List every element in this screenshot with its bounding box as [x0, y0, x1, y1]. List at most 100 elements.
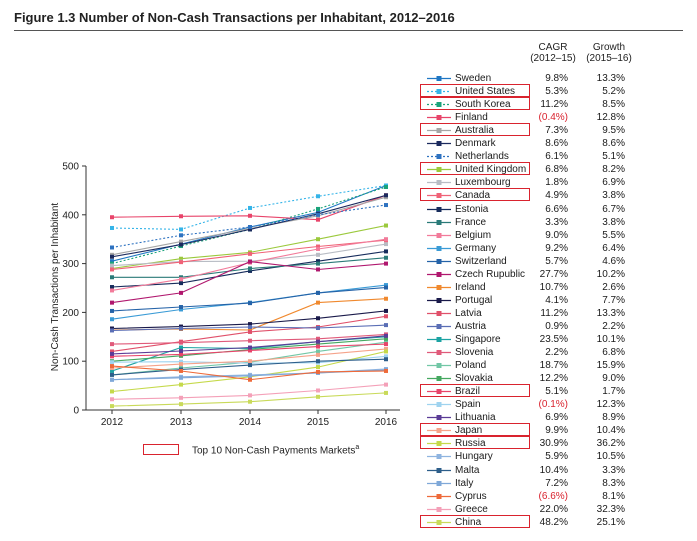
legend-swatch: [427, 128, 451, 134]
legend-cagr-value: 7.2%: [545, 477, 568, 489]
legend-swatch: [427, 376, 451, 382]
legend-cagr-value: 9.2%: [545, 242, 568, 254]
legend-growth-value: 8.5%: [602, 99, 625, 111]
data-point: [179, 239, 183, 244]
legend-item: Estonia 6.6% 6.7%: [420, 203, 690, 216]
legend-item: Cyprus (6.6%) 8.1%: [420, 490, 690, 503]
data-point: [384, 203, 388, 208]
legend-growth-value: 13.3%: [596, 73, 625, 84]
data-point: [179, 359, 183, 364]
legend-swatch: [427, 193, 451, 199]
legend-cagr-value: 1.8%: [545, 177, 568, 189]
y-axis-label: Non-Cash Transactions per Inhabitant: [50, 203, 61, 372]
data-point: [248, 377, 252, 382]
legend-item: Australia 7.3% 9.5%: [420, 123, 690, 137]
series-estonia: [110, 249, 388, 290]
data-point: [248, 345, 252, 350]
legend-cagr-value: 9.8%: [545, 73, 568, 84]
data-point: [179, 362, 183, 367]
legend-item: Finland (0.4%) 12.8%: [420, 111, 690, 124]
legend-swatch: [427, 154, 451, 160]
data-point: [110, 368, 114, 373]
data-point: [384, 323, 388, 328]
legend-country-name: Slovakia: [455, 373, 493, 385]
legend-item: Luxembourg 1.8% 6.9%: [420, 176, 690, 189]
legend-country-name: Singapore: [455, 334, 501, 345]
data-point: [316, 252, 320, 257]
legend-growth-value: 10.1%: [596, 334, 625, 345]
data-point: [179, 290, 183, 295]
data-point: [179, 348, 183, 353]
legend-swatch: [427, 310, 451, 316]
legend-swatch: [427, 454, 451, 460]
data-point: [384, 342, 388, 347]
legend-item: Singapore 23.5% 10.1%: [420, 333, 690, 346]
data-point: [248, 227, 252, 232]
legend-item: Japan 9.9% 10.4%: [420, 423, 690, 437]
legend-growth-value: 25.1%: [596, 516, 625, 528]
legend-item: Poland 18.7% 15.9%: [420, 359, 690, 372]
data-point: [384, 308, 388, 313]
legend-item: Greece 22.0% 32.3%: [420, 503, 690, 516]
data-point: [179, 352, 183, 357]
legend-item: Belgium 9.0% 5.5%: [420, 229, 690, 242]
legend-item: Italy 7.2% 8.3%: [420, 477, 690, 490]
top10-highlight-box: [420, 162, 530, 176]
data-point: [316, 267, 320, 272]
data-point: [179, 402, 183, 407]
data-point: [316, 349, 320, 354]
legend-country-name: Portugal: [455, 294, 493, 306]
series-netherlands: [110, 203, 388, 250]
data-point: [179, 326, 183, 331]
data-point: [110, 215, 114, 220]
legend-country-name: Finland: [455, 112, 488, 124]
legend-item: France 3.3% 3.8%: [420, 216, 690, 229]
legend-growth-value: 1.7%: [602, 386, 625, 398]
legend-swatch: [427, 180, 451, 186]
legend-country-name: Czech Rupublic: [455, 268, 526, 280]
legend-swatch: [427, 167, 451, 173]
legend-cagr-value: (6.6%): [538, 490, 568, 502]
legend-item: Russia 30.9% 36.2%: [420, 436, 690, 450]
legend-cagr-value: 7.3%: [545, 125, 568, 137]
legend-swatch: [427, 323, 451, 329]
growth-header-line2: (2015–16): [586, 53, 632, 64]
series-austria: [110, 323, 388, 333]
legend-cagr-value: 5.7%: [545, 255, 568, 267]
legend-country-name: United Kingdom: [455, 164, 527, 176]
legend-cagr-value: 12.2%: [539, 373, 568, 385]
top10-legend-label: Top 10 Non-Cash Payments Marketsa: [192, 444, 359, 456]
data-point: [110, 317, 114, 322]
legend-cagr-value: 2.2%: [545, 347, 568, 359]
legend-growth-value: 7.7%: [602, 294, 625, 306]
top10-highlight-box: [420, 423, 530, 437]
legend-swatch: [427, 519, 451, 525]
legend-cagr-value: 6.9%: [545, 412, 568, 424]
data-point: [384, 237, 388, 242]
series-cyprus: [110, 364, 388, 382]
data-point: [179, 260, 183, 265]
legend-growth-value: 3.8%: [602, 216, 625, 228]
x-tick-label: 2012: [101, 417, 124, 428]
series-switzerland: [110, 285, 388, 313]
data-point: [179, 233, 183, 238]
data-point: [316, 290, 320, 295]
data-point: [384, 368, 388, 373]
data-point: [384, 349, 388, 354]
legend-swatch: [427, 258, 451, 264]
legend-cagr-value: 11.2%: [540, 99, 568, 111]
legend-swatch: [427, 441, 451, 447]
legend-item: Czech Rupublic 27.7% 10.2%: [420, 268, 690, 281]
legend-country-name: Spain: [455, 399, 481, 411]
data-point: [179, 395, 183, 400]
data-point: [384, 336, 388, 341]
legend-growth-value: 8.9%: [602, 412, 625, 424]
legend-item: Austria 0.9% 2.2%: [420, 320, 690, 333]
legend-cagr-value: 5.9%: [545, 451, 568, 463]
data-point: [110, 267, 114, 272]
legend-swatch: [427, 402, 451, 408]
series-lithuania: [110, 333, 388, 356]
top10-legend-swatch: [143, 444, 179, 455]
legend-item: Hungary 5.9% 10.5%: [420, 450, 690, 463]
